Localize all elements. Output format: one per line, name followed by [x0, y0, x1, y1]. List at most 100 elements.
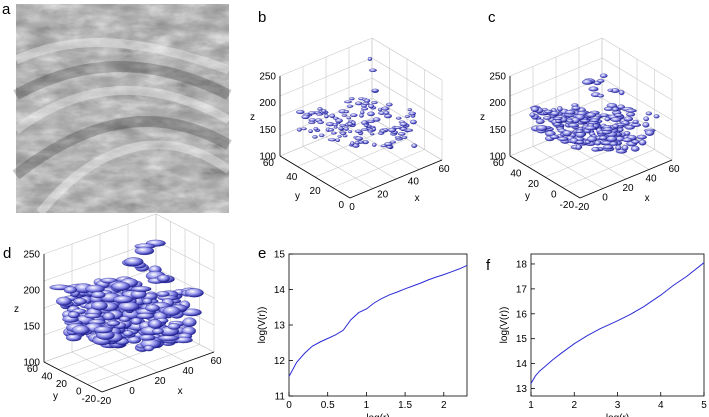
data-blob: [384, 142, 393, 147]
data-blob: [612, 124, 619, 129]
data-blob: [594, 140, 602, 146]
data-blob: [312, 135, 318, 139]
data-blob: [91, 301, 108, 311]
x-tick-label: 40: [182, 366, 194, 377]
data-blob: [343, 126, 349, 131]
grid-line: [279, 57, 373, 97]
data-blob: [184, 288, 204, 298]
grid-line: [371, 57, 443, 101]
data-blob: [638, 139, 647, 146]
data-blob: [321, 109, 327, 113]
data-blob: [588, 86, 599, 92]
y-tick-label: 15: [516, 334, 528, 345]
data-blob: [113, 295, 134, 304]
data-blob: [349, 97, 355, 101]
data-blob: [557, 136, 569, 141]
data-blob: [553, 122, 562, 126]
data-blob: [379, 129, 387, 133]
data-blob: [395, 116, 402, 120]
x-tick-label: -20: [97, 396, 112, 407]
data-blob: [361, 107, 369, 111]
data-blob: [337, 135, 342, 138]
x-tick-label: 5: [701, 400, 707, 411]
data-blob: [327, 128, 335, 132]
z-tick-label: 200: [489, 98, 506, 109]
data-blob: [591, 147, 600, 152]
data-blob: [130, 317, 142, 325]
data-blob: [350, 113, 358, 117]
data-blob: [93, 326, 113, 334]
data-blob: [613, 113, 624, 117]
data-blob: [607, 88, 614, 92]
data-blob: [631, 139, 640, 144]
data-blob: [317, 120, 324, 125]
y-tick-label: 13: [274, 321, 286, 332]
x-axis-line: [579, 159, 673, 199]
x-tick-label: 3: [615, 400, 621, 411]
grid-line: [509, 37, 603, 77]
data-blob: [597, 79, 605, 83]
x-tick-label: 60: [438, 164, 450, 175]
data-blob: [566, 119, 574, 123]
y-tick-label: 0: [551, 190, 557, 201]
data-blob: [339, 124, 347, 127]
panel-letter-f: f: [486, 257, 491, 274]
x-tick-label: 0: [129, 386, 135, 397]
data-blob: [571, 106, 581, 111]
z-tick-label: 150: [23, 322, 40, 333]
x-tick-label: 0: [602, 193, 608, 204]
data-blob: [371, 88, 379, 93]
data-blob: [338, 126, 344, 131]
y-axis-label: log(V(r)): [257, 307, 268, 344]
data-blob: [407, 108, 412, 112]
data-blob: [394, 136, 402, 139]
data-blob: [354, 129, 363, 133]
panel-e-line-chart: 0 0.5 1 1.5 2 11 12 13 14 15 log(r) log(V(r)): [257, 250, 468, 417]
grid-line: [155, 267, 215, 299]
data-blob: [598, 135, 608, 141]
data-blob: [363, 98, 371, 103]
data-blob: [85, 284, 105, 294]
data-blob: [363, 123, 369, 127]
data-blob: [354, 136, 364, 141]
data-blob: [347, 122, 353, 127]
series-line: [530, 262, 705, 384]
data-blob: [401, 135, 408, 139]
data-blob: [355, 101, 363, 106]
data-blob: [65, 334, 82, 342]
data-blob: [549, 111, 560, 116]
x-tick-label: 4: [658, 400, 664, 411]
data-blob: [643, 116, 650, 122]
data-blob: [585, 112, 597, 118]
x-tick-label: 60: [668, 164, 680, 175]
panel-letter-d: d: [3, 245, 11, 262]
grid-line: [371, 37, 443, 81]
data-blob: [609, 141, 618, 146]
data-blob: [530, 106, 539, 112]
data-blob: [371, 127, 377, 131]
data-blob: [329, 113, 336, 118]
x-tick-label: 0.5: [321, 400, 335, 411]
y-tick-label: 17: [516, 284, 528, 295]
data-blob: [606, 136, 618, 142]
x-tick-label: 2: [441, 400, 447, 411]
data-blob: [581, 79, 593, 85]
data-blob: [397, 132, 406, 136]
data-blob: [296, 109, 305, 115]
data-blob: [63, 286, 77, 294]
data-blob: [611, 107, 619, 112]
grid-line: [279, 117, 373, 157]
x-tick-label: 20: [377, 189, 389, 200]
data-blob: [408, 111, 417, 116]
data-blob: [71, 325, 90, 335]
data-blob: [542, 116, 552, 120]
x-tick-label: 60: [210, 356, 222, 367]
data-blob: [324, 114, 329, 119]
data-blob: [564, 110, 576, 115]
data-blob: [409, 119, 417, 125]
data-blob: [602, 144, 614, 150]
data-blob: [317, 107, 323, 111]
data-blob: [623, 131, 631, 136]
